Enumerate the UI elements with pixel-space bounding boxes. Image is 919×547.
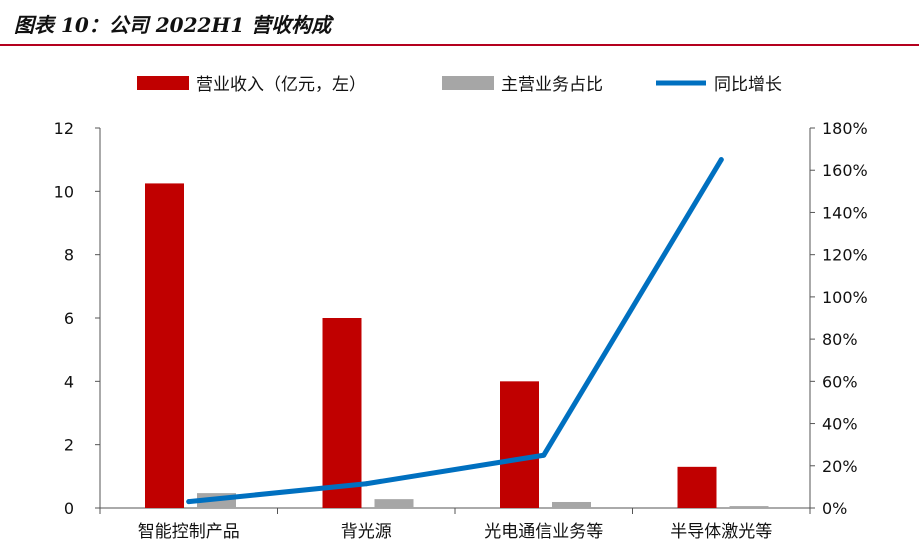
bar-revenue — [322, 318, 362, 508]
legend-label-growth: 同比增长 — [714, 75, 782, 95]
x-category-label: 智能控制产品 — [138, 522, 240, 542]
chart-title: 图表 10：公司 2022H1 营收构成 — [14, 13, 332, 37]
y-left-tick-label: 4 — [64, 372, 74, 391]
legend-swatch-revenue — [137, 76, 189, 90]
y-left-tick-label: 8 — [64, 246, 74, 265]
title-bar: 图表 10：公司 2022H1 营收构成 — [0, 0, 919, 46]
legend-label-revenue: 营业收入（亿元，左） — [196, 75, 366, 95]
x-category-label: 光电通信业务等 — [484, 522, 603, 542]
legend-label-share: 主营业务占比 — [501, 75, 603, 95]
growth-line — [186, 157, 724, 505]
growth-point — [541, 452, 547, 458]
growth-point — [186, 499, 192, 505]
bar-share — [729, 506, 769, 508]
y-right-tick-label: 20% — [822, 457, 858, 476]
y-right-tick-label: 160% — [822, 161, 868, 180]
bar-share — [552, 501, 591, 508]
y-right-tick-label: 40% — [822, 415, 858, 434]
y-left-tick-label: 12 — [54, 119, 74, 138]
y-right-tick-label: 140% — [822, 203, 868, 222]
y-right-tick-label: 0% — [822, 499, 847, 518]
bar-share — [374, 499, 414, 508]
y-right-tick-label: 60% — [822, 372, 858, 391]
y-right-tick-label: 180% — [822, 119, 868, 138]
y-right-tick-label: 80% — [822, 330, 858, 349]
y-right-tick-label: 120% — [822, 246, 868, 265]
growth-line-path — [186, 157, 724, 505]
y-left-tick-label: 2 — [64, 436, 74, 455]
bar-revenue — [145, 183, 184, 508]
bars — [145, 183, 769, 508]
bar-revenue — [500, 381, 539, 508]
y-left-tick-label: 0 — [64, 499, 74, 518]
growth-point — [363, 481, 369, 487]
bar-revenue — [677, 466, 717, 508]
legend: 营业收入（亿元，左） 主营业务占比 同比增长 — [137, 75, 782, 95]
y-right-tick-label: 100% — [822, 288, 868, 307]
y-left-tick-label: 6 — [64, 309, 74, 328]
x-category-label: 半导体激光等 — [670, 522, 772, 542]
axes: 0246810120%20%40%60%80%100%120%140%160%1… — [54, 119, 868, 542]
y-left-tick-label: 10 — [54, 182, 74, 201]
growth-point — [718, 157, 724, 163]
legend-swatch-share — [442, 76, 494, 90]
x-category-label: 背光源 — [341, 522, 392, 542]
